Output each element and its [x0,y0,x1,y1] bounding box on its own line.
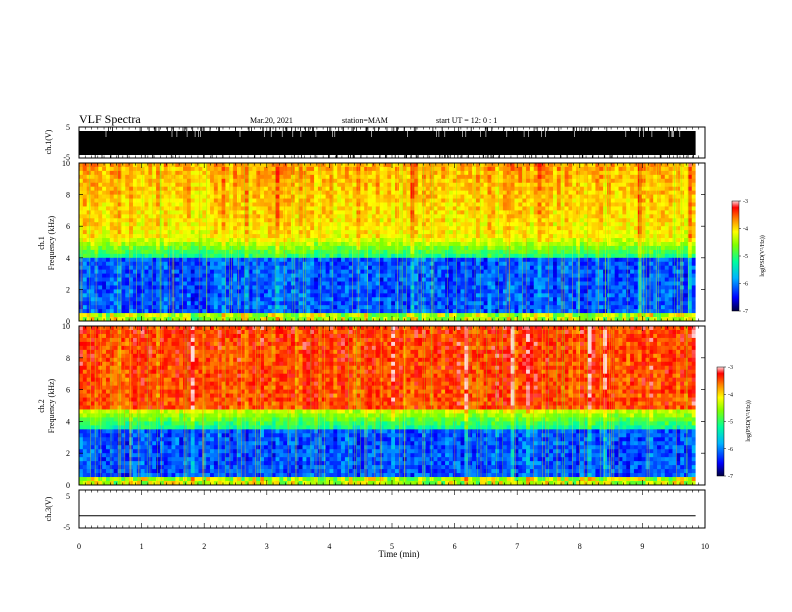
colorbar-tick-label: -4 [743,227,748,233]
freq-tick-label: 10 [62,322,70,331]
colorbar-tick-label: -6 [743,282,748,288]
colorbar-tick-label: -7 [743,309,748,315]
ch1-spectrogram-image [79,163,705,322]
freq-tick-label: 0 [66,481,70,490]
ch3-waveform-frame [78,489,706,529]
freq-tick-label: 6 [66,386,70,395]
time-tick-label: 2 [202,542,206,551]
ch1-colorbar-label: log(PSD(V²/Hz)) [759,235,766,276]
ch1-wave-ytick-top: 5 [66,123,70,132]
ch1-wave-ytick-bottom: -5 [63,153,70,162]
colorbar-tick-label: -3 [728,365,733,371]
colorbar-tick-label: -5 [728,420,733,426]
date-label: Mar.20, 2021 [250,116,293,125]
freq-tick-label: 2 [66,449,70,458]
freq-tick-label: 10 [62,159,70,168]
ch3-wave-ytick-bottom: -5 [63,523,70,532]
time-tick-label: 5 [390,542,394,551]
ch3-waveform-panel: 5 -5 ch.3(V) [44,489,706,532]
colorbar-tick-label: -6 [728,447,733,453]
time-axis-label: Time (min) [379,549,420,559]
time-tick-label: 6 [453,542,457,551]
ch2-colorbar [716,366,725,477]
ch2-spectrogram-image [79,326,705,486]
ch2-spec-channel-label: ch.2 [37,399,46,413]
ch1-spec-ylabel: Frequency (kHz) [47,215,56,270]
freq-tick-label: 4 [66,254,70,263]
ch3-wave-ylabel: ch.3(V) [44,496,53,521]
freq-tick-label: 2 [66,285,70,294]
time-tick-label: 9 [640,542,644,551]
ch3-wave-ytick-top: 5 [66,492,70,501]
ch1-spec-channel-label: ch.1 [37,236,46,250]
freq-tick-label: 0 [66,317,70,326]
freq-tick-label: 8 [66,191,70,200]
colorbar-tick-label: -5 [743,254,748,260]
freq-tick-label: 6 [66,222,70,231]
colorbar-tick-label: -4 [728,392,733,398]
freq-tick-label: 8 [66,354,70,363]
time-tick-label: 4 [327,542,331,551]
ch1-waveform-trace [79,127,696,158]
time-tick-label: 10 [701,542,709,551]
colorbar-tick-label: -3 [743,199,748,205]
colorbar-tick-label: -7 [728,474,733,480]
station-label: station=MAM [342,116,388,125]
freq-tick-label: 4 [66,417,70,426]
time-tick-label: 1 [140,542,144,551]
ch1-waveform-panel: 5 -5 ch.1(V) [44,123,706,162]
ch2-spec-ylabel: Frequency (kHz) [47,378,56,433]
time-tick-label: 7 [515,542,519,551]
time-tick-label: 0 [77,542,81,551]
time-tick-label: 8 [578,542,582,551]
time-axis: 0 1 2 3 4 5 6 7 8 9 10 [77,127,709,551]
figure-title: VLF Spectra [79,112,141,126]
ch1-colorbar [731,200,740,312]
ch2-colorbar-label: log(PSD(V²/Hz)) [745,400,752,441]
start-ut-label: start UT = 12: 0 : 1 [436,116,497,125]
ch1-wave-ylabel: ch.1(V) [44,129,53,154]
time-tick-label: 3 [265,542,269,551]
